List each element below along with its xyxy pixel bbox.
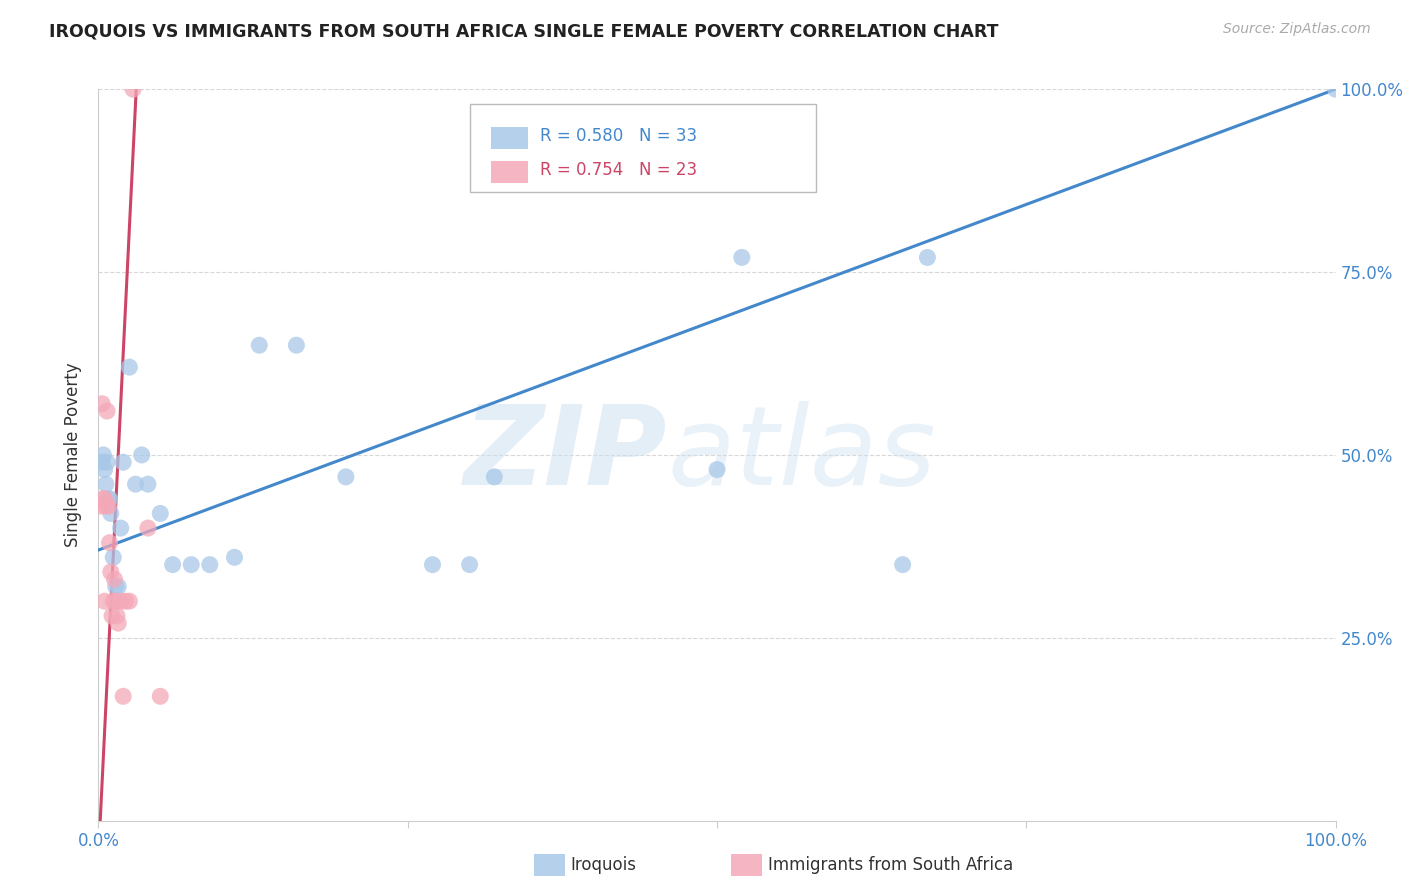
Point (136, 477, 159, 491)
Text: Immigrants from South Africa: Immigrants from South Africa (768, 856, 1012, 874)
Point (180, 558, 202, 572)
Text: R = 0.580   N = 33: R = 0.580 N = 33 (540, 128, 697, 145)
Point (149, 507, 172, 521)
Text: Source: ZipAtlas.com: Source: ZipAtlas.com (1223, 22, 1371, 37)
Text: IROQUOIS VS IMMIGRANTS FROM SOUTH AFRICA SINGLE FEMALE POVERTY CORRELATION CHART: IROQUOIS VS IMMIGRANTS FROM SOUTH AFRICA… (49, 22, 998, 40)
Point (285, 338, 308, 352)
Point (247, 338, 270, 352)
Point (93, 448, 115, 462)
Point (96, 455, 118, 469)
Point (107, 580, 129, 594)
Point (112, 690, 135, 704)
Point (136, 521, 159, 535)
Text: ZIP: ZIP (464, 401, 668, 508)
Point (104, 580, 127, 594)
Point (149, 690, 172, 704)
Point (112, 455, 135, 469)
Point (98, 535, 121, 549)
Point (122, 82, 145, 96)
Point (114, 594, 136, 608)
Point (100, 507, 122, 521)
Point (91, 455, 114, 469)
Point (91, 397, 114, 411)
Point (198, 558, 221, 572)
Point (118, 594, 141, 608)
Point (484, 470, 506, 484)
Text: Iroquois: Iroquois (571, 856, 637, 874)
Point (93, 594, 115, 608)
Point (93, 491, 115, 506)
Point (422, 558, 444, 572)
FancyBboxPatch shape (470, 103, 815, 192)
Point (93, 462, 115, 476)
Point (103, 572, 125, 586)
Point (224, 550, 246, 565)
Point (103, 594, 125, 608)
Point (97, 499, 120, 513)
Point (104, 594, 127, 608)
Point (335, 470, 357, 484)
Point (162, 558, 184, 572)
Point (90, 499, 112, 513)
Point (110, 594, 132, 608)
Point (97, 491, 120, 506)
Text: atlas: atlas (668, 401, 936, 508)
Point (118, 360, 141, 375)
Point (107, 616, 129, 631)
Point (731, 251, 754, 265)
Bar (491, 127, 527, 149)
Bar (491, 161, 527, 183)
Point (917, 251, 939, 265)
Point (105, 608, 128, 623)
Point (706, 462, 728, 476)
Point (458, 558, 481, 572)
Y-axis label: Single Female Poverty: Single Female Poverty (65, 363, 83, 547)
Point (110, 521, 132, 535)
Point (891, 558, 914, 572)
Point (96, 404, 118, 418)
Text: R = 0.754   N = 23: R = 0.754 N = 23 (540, 161, 697, 179)
Point (100, 565, 122, 579)
Point (124, 477, 146, 491)
Point (94, 499, 117, 513)
Point (94, 477, 117, 491)
Point (103, 550, 125, 565)
Point (131, 448, 153, 462)
Point (101, 608, 124, 623)
Point (1324, 82, 1347, 96)
Point (93, 491, 115, 506)
Point (98, 491, 121, 506)
